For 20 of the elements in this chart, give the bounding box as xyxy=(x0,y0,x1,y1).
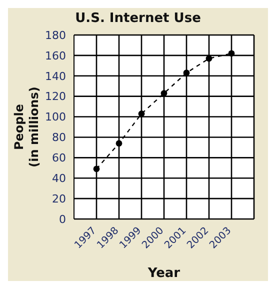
y-tick-label: 100 xyxy=(45,110,66,124)
point xyxy=(93,166,100,172)
chart-title: U.S. Internet Use xyxy=(74,10,202,28)
point xyxy=(116,140,122,147)
y-tick-label: 0 xyxy=(59,212,66,226)
point xyxy=(160,90,168,96)
y-axis-title: People (in millions) xyxy=(12,86,41,168)
y-tick-label: 80 xyxy=(52,131,66,144)
y-tick-label: 140 xyxy=(45,70,66,83)
y-tick-label: 60 xyxy=(52,152,66,165)
y-tick-label: 160 xyxy=(45,49,66,62)
x-axis-title: Year xyxy=(146,266,181,281)
y-tick-label: 180 xyxy=(45,28,66,42)
point xyxy=(206,55,212,62)
point xyxy=(228,50,235,57)
point xyxy=(183,70,190,76)
y-tick-label: 40 xyxy=(52,172,66,186)
point xyxy=(138,110,145,117)
y-tick-label: 20 xyxy=(52,192,66,206)
y-tick-label: 120 xyxy=(45,90,66,104)
